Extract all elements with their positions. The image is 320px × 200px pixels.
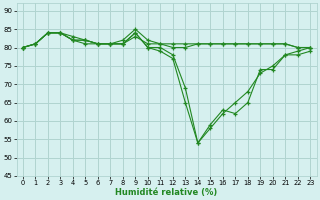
- X-axis label: Humidité relative (%): Humidité relative (%): [116, 188, 218, 197]
